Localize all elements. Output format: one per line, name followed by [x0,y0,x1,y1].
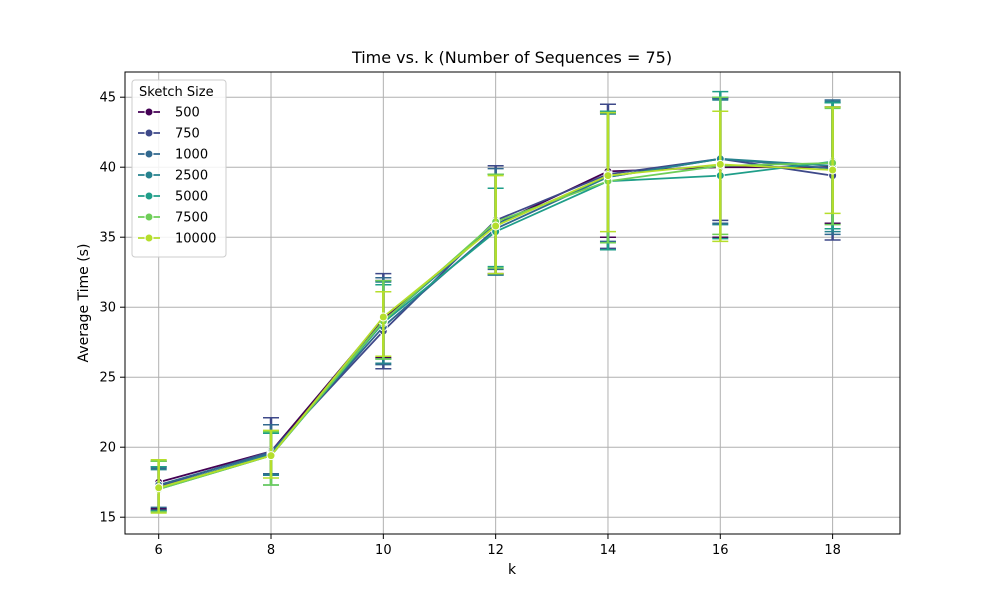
x-axis-label: k [508,562,517,578]
legend-marker [144,128,154,138]
tick-layer: 6 8 10 12 14 16 18 15 20 25 30 35 40 45 [99,91,840,558]
y-tick-label: 25 [99,371,116,386]
legend-marker [144,107,154,117]
data-point [603,171,613,181]
chart-title: Time vs. k (Number of Sequences = 75) [351,48,672,67]
y-tick-label: 15 [99,511,116,526]
plot-frame [124,71,901,535]
y-tick-label: 30 [99,301,116,316]
series-10000 [150,106,841,514]
data-point [828,165,838,175]
legend: Sketch Size 500 750 1000 2500 5000 7500 10000 [131,79,227,258]
legend-item: 5000 [138,190,208,205]
series-layer [150,90,841,514]
legend-label: 5000 [175,190,208,205]
legend-marker [144,212,154,222]
legend-item: 10000 [138,232,216,247]
legend-label: 750 [175,127,200,142]
legend-marker [144,149,154,159]
legend-label: 10000 [175,232,216,247]
legend-item: 7500 [138,211,208,226]
y-tick-label: 20 [99,441,116,456]
y-tick-label: 40 [99,161,116,176]
x-tick-label: 10 [375,543,392,558]
x-tick-label: 12 [487,543,504,558]
legend-label: 7500 [175,211,208,226]
data-point [491,221,501,231]
legend-marker [144,233,154,243]
data-point [715,159,725,169]
data-point [378,312,388,322]
data-point [154,483,164,493]
legend-item: 750 [138,127,200,142]
legend-box [131,79,227,258]
legend-item: 500 [138,106,200,121]
x-tick-label: 6 [155,543,163,558]
legend-label: 1000 [175,148,208,163]
legend-title: Sketch Size [139,85,214,100]
y-tick-label: 45 [99,91,116,106]
legend-item: 1000 [138,148,208,163]
data-point [266,451,276,461]
y-axis-label: Average Time (s) [76,244,92,363]
legend-item: 2500 [138,169,208,184]
legend-label: 500 [175,106,200,121]
x-tick-label: 8 [267,543,275,558]
x-tick-label: 14 [600,543,617,558]
legend-marker [144,170,154,180]
legend-label: 2500 [175,169,208,184]
x-tick-label: 16 [712,543,729,558]
x-tick-label: 18 [824,543,841,558]
legend-marker [144,191,154,201]
y-tick-label: 35 [99,231,116,246]
